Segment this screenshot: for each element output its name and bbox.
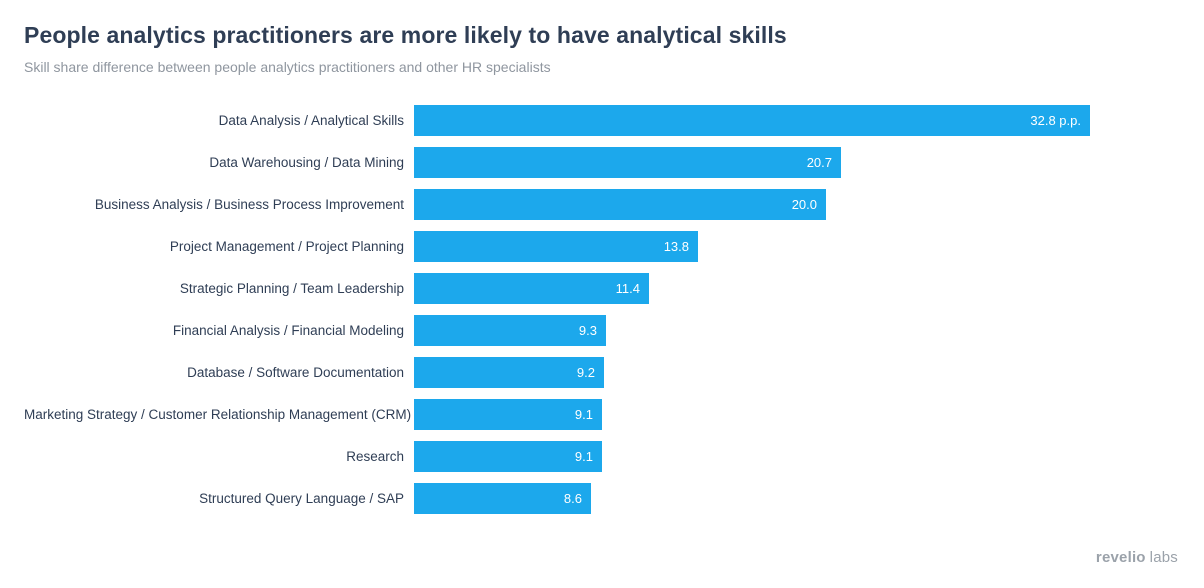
bar: 9.2 <box>414 356 604 388</box>
bar-value: 11.4 <box>615 280 640 296</box>
bar-row: Data Analysis / Analytical Skills 32.8 p.… <box>24 99 1180 141</box>
bar-chart: Data Analysis / Analytical Skills 32.8 p.… <box>24 99 1180 519</box>
bar-row: Data Warehousing / Data Mining 20.7 <box>24 141 1180 183</box>
bar-track: 11.4 <box>414 272 1180 304</box>
brand-logo-labs: labs <box>1149 549 1178 566</box>
bar-row: Business Analysis / Business Process Imp… <box>24 183 1180 225</box>
bar: 20.7 <box>414 146 841 178</box>
bar-label: Research <box>346 448 404 464</box>
bar-value: 9.1 <box>574 448 593 464</box>
bar-row: Research 9.1 <box>24 435 1180 477</box>
bar-value: 32.8 p.p. <box>1030 112 1081 128</box>
chart-title: People analytics practitioners are more … <box>24 22 787 48</box>
brand-logo: revelio labs <box>1096 549 1178 566</box>
bar: 13.8 <box>414 230 698 262</box>
bar-label: Structured Query Language / SAP <box>199 490 404 506</box>
bar-label: Financial Analysis / Financial Modeling <box>172 322 404 338</box>
bar-track: 20.0 <box>414 188 1180 220</box>
bar-value: 9.1 <box>574 406 593 422</box>
bar-track: 13.8 <box>414 230 1180 262</box>
bar: 9.1 <box>414 398 602 430</box>
bar-track: 9.1 <box>414 440 1180 472</box>
bar: 8.6 <box>414 482 591 514</box>
bar-track: 8.6 <box>414 482 1180 514</box>
bar-row: Database / Software Documentation 9.2 <box>24 351 1180 393</box>
bar-track: 9.1 <box>414 398 1180 430</box>
bar-track: 32.8 p.p. <box>414 104 1180 136</box>
bar-label: Database / Software Documentation <box>187 364 404 380</box>
bar: 9.3 <box>414 314 606 346</box>
bar-value: 20.0 <box>791 196 817 212</box>
bar: 11.4 <box>414 272 649 304</box>
bar: 9.1 <box>414 440 602 472</box>
bar-row: Strategic Planning / Team Leadership 11.4 <box>24 267 1180 309</box>
bar-track: 9.2 <box>414 356 1180 388</box>
bar-track: 9.3 <box>414 314 1180 346</box>
bar-label: Marketing Strategy / Customer Relationsh… <box>24 406 412 422</box>
bar: 20.0 <box>414 188 826 220</box>
bar-label: Project Management / Project Planning <box>169 238 404 254</box>
bar-value: 9.3 <box>578 322 597 338</box>
bar-value: 9.2 <box>576 364 595 380</box>
bar-label: Data Analysis / Analytical Skills <box>218 112 404 128</box>
bar-row: Financial Analysis / Financial Modeling 9… <box>24 309 1180 351</box>
bar-row: Project Management / Project Planning 13.… <box>24 225 1180 267</box>
bar-label: Data Warehousing / Data Mining <box>209 154 404 170</box>
bar-value: 20.7 <box>806 154 832 170</box>
bar: 32.8 p.p. <box>414 104 1090 136</box>
bar-track: 20.7 <box>414 146 1180 178</box>
bar-row: Structured Query Language / SAP 8.6 <box>24 477 1180 519</box>
bar-value: 8.6 <box>563 490 582 506</box>
bar-label: Business Analysis / Business Process Imp… <box>94 196 404 212</box>
brand-logo-revelio: revelio <box>1095 549 1146 566</box>
bar-row: Marketing Strategy / Customer Relationsh… <box>24 393 1180 435</box>
bar-label: Strategic Planning / Team Leadership <box>179 280 404 296</box>
chart-subtitle: Skill share difference between people an… <box>24 59 551 75</box>
bar-value: 13.8 <box>663 238 689 254</box>
